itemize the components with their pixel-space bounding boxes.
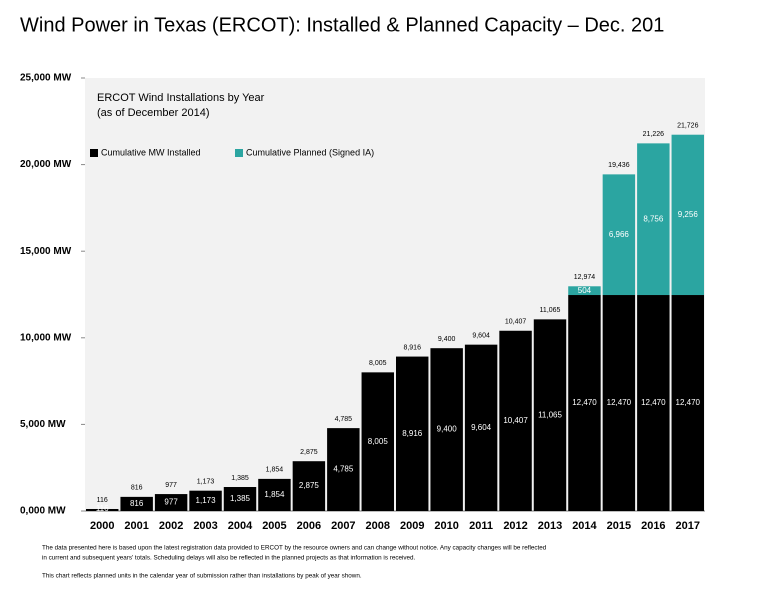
x-tick-label: 2017: [676, 520, 700, 532]
value-label: 10,407: [503, 416, 528, 425]
y-tick-label: 0,000 MW: [20, 506, 66, 517]
bar-segment: [430, 348, 463, 511]
chart-title: Wind Power in Texas (ERCOT): Installed &…: [20, 14, 664, 36]
x-tick-label: 2005: [262, 520, 286, 532]
value-label: 8,916: [402, 429, 423, 438]
bar-segment: [602, 295, 636, 511]
bar-segment: [637, 143, 670, 296]
value-label: 1,854: [264, 490, 285, 499]
bar-segment: [223, 487, 257, 511]
bar-segment: [671, 134, 704, 296]
total-label: 11,065: [540, 307, 561, 314]
total-label: 8,916: [403, 344, 421, 351]
x-tick-label: 2012: [503, 520, 527, 532]
total-label: 8,005: [369, 360, 387, 367]
total-label: 21,726: [677, 123, 699, 130]
chart-subtitle: (as of December 2014): [97, 107, 210, 119]
total-label: 977: [165, 482, 177, 489]
bar-segment: [258, 478, 291, 511]
bar-segment: [602, 174, 636, 296]
plot-area: [85, 78, 705, 512]
value-label: 977: [164, 498, 178, 507]
value-label: 116: [96, 504, 109, 513]
bar-segment: [671, 295, 704, 511]
value-label: 12,470: [607, 398, 632, 407]
value-label: 2,875: [299, 481, 320, 490]
x-tick-label: 2015: [607, 520, 631, 532]
value-label: 12,470: [676, 398, 701, 407]
value-label: 9,604: [471, 423, 492, 432]
total-label: 116: [97, 497, 108, 504]
value-label: 6,966: [609, 230, 630, 239]
y-tick-label: 25,000 MW: [20, 73, 72, 84]
value-label: 12,470: [641, 398, 666, 407]
x-tick-label: 2016: [641, 520, 665, 532]
total-label: 1,385: [231, 475, 249, 482]
bar-segment: [464, 344, 498, 511]
bar-segment: [637, 295, 670, 511]
legend-label: Cumulative Planned (Signed IA): [246, 147, 374, 157]
bar-segment: [327, 428, 360, 511]
y-tick-label: 5,000 MW: [20, 419, 66, 430]
y-tick-label: 20,000 MW: [20, 159, 72, 170]
footnote: The data presented here is based upon th…: [42, 545, 547, 552]
value-label: 12,470: [572, 398, 597, 407]
value-label: 11,065: [538, 410, 562, 419]
x-tick-label: 2009: [400, 520, 424, 532]
x-tick-label: 2001: [124, 520, 148, 532]
bar-segment: [396, 356, 429, 511]
bar-segment: [568, 295, 601, 511]
bar-segment: [533, 319, 567, 511]
value-label: 9,400: [437, 425, 458, 434]
total-label: 1,173: [197, 479, 215, 486]
x-tick-label: 2002: [159, 520, 183, 532]
value-label: 1,385: [230, 494, 251, 503]
total-label: 9,604: [472, 333, 490, 340]
x-tick-label: 2003: [193, 520, 217, 532]
bar-segment: [361, 372, 394, 511]
x-tick-label: 2011: [469, 520, 493, 532]
value-label: 4,785: [333, 465, 354, 474]
total-label: 21,226: [643, 131, 665, 138]
bar-segment: [86, 508, 119, 511]
footnote: This chart reflects planned units in the…: [42, 573, 362, 580]
value-label: 816: [130, 499, 144, 508]
total-label: 10,407: [505, 319, 527, 326]
bar-segment: [292, 461, 326, 511]
bar-segment: [120, 496, 153, 511]
total-label: 816: [131, 485, 143, 492]
chart-subtitle: ERCOT Wind Installations by Year: [97, 92, 265, 104]
value-label: 8,005: [368, 437, 389, 446]
x-tick-label: 2008: [366, 520, 390, 532]
x-tick-label: 2007: [331, 520, 355, 532]
value-label: 504: [578, 286, 592, 295]
total-label: 19,436: [608, 162, 630, 169]
y-tick-label: 15,000 MW: [20, 246, 72, 257]
legend-label: Cumulative MW Installed: [101, 147, 201, 157]
total-label: 2,875: [300, 449, 318, 456]
value-label: 9,256: [678, 210, 699, 219]
x-tick-label: 2006: [297, 520, 321, 532]
bar-segment: [568, 286, 601, 296]
total-label: 4,785: [335, 416, 353, 423]
value-label: 1,173: [196, 496, 217, 505]
total-label: 9,400: [438, 336, 456, 343]
bar-segment: [499, 330, 532, 511]
legend-swatch: [235, 149, 243, 157]
footnote: in current and subsequent years' totals.…: [42, 555, 416, 562]
x-tick-label: 2013: [538, 520, 562, 532]
x-tick-label: 2000: [90, 520, 114, 532]
x-tick-label: 2010: [434, 520, 458, 532]
legend-swatch: [90, 149, 98, 157]
bar-segment: [189, 490, 222, 511]
value-label: 8,756: [643, 214, 664, 223]
total-label: 12,974: [574, 274, 596, 281]
x-tick-label: 2004: [228, 520, 253, 532]
y-tick-label: 10,000 MW: [20, 332, 72, 343]
total-label: 1,854: [266, 467, 284, 474]
x-tick-label: 2014: [572, 520, 597, 532]
bar-segment: [154, 494, 188, 511]
